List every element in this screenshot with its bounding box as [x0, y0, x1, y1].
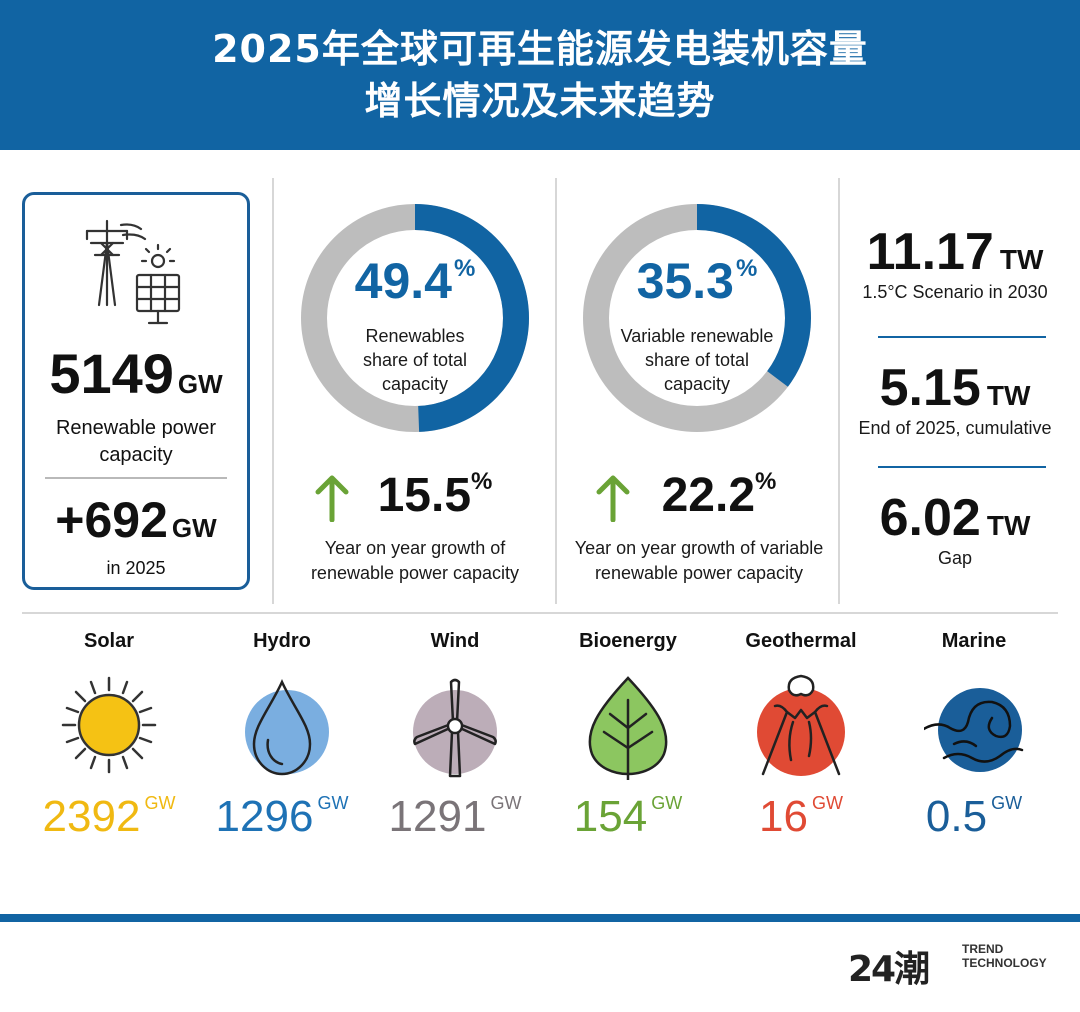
cumulative-label: End of 2025, cumulative [858, 418, 1052, 438]
renewables-growth: 15.5% Year on year growth of renewable p… [280, 466, 550, 596]
wind-turbine-icon [413, 678, 497, 778]
cumulative-unit: TW [986, 380, 1031, 411]
scenario-label: 1.5°C Scenario in 2030 [862, 282, 1048, 302]
divider-3 [838, 178, 840, 604]
source-wind: Wind 1291 GW [370, 630, 540, 841]
renewables-share-label-3: capacity [381, 374, 449, 394]
sun-icon [61, 676, 157, 774]
total-capacity-unit: GW [177, 369, 223, 399]
renewables-growth-label-2: renewable power capacity [310, 563, 520, 583]
footer-bar [0, 914, 1080, 922]
variable-growth-value: 22.2 [661, 469, 756, 522]
trend-scenario: 11.17 TW 1.5°C Scenario in 2030 [845, 222, 1065, 303]
total-capacity-label-1: Renewable power [55, 417, 217, 439]
donut-value-arc [301, 204, 529, 432]
divider-2 [555, 178, 557, 604]
gap-label: Gap [937, 548, 973, 568]
gap-value: 6.02 [879, 489, 981, 547]
added-capacity-value: +692 [55, 492, 168, 548]
total-capacity-label-2: capacity [99, 444, 173, 466]
gap-unit: TW [986, 510, 1031, 541]
water-drop-icon [245, 679, 329, 776]
variable-share-symbol: % [735, 255, 758, 282]
source-value: 1296 [215, 792, 314, 841]
source-unit: GW [991, 793, 1023, 813]
source-name: Geothermal [745, 630, 857, 652]
arrow-up-icon [315, 475, 349, 522]
source-unit: GW [811, 793, 843, 813]
source-name: Bioenergy [579, 630, 677, 652]
renewables-share-donut: 49.4% Renewables share of total capacity [300, 192, 530, 444]
cumulative-value: 5.15 [879, 359, 981, 417]
renewables-share-label-1: Renewables [365, 326, 465, 346]
variable-share-label-3: capacity [663, 374, 731, 394]
power-tower-and-solar-panel-icon [85, 219, 181, 325]
title-line-1: 2025年全球可再生能源发电装机容量 [212, 27, 868, 71]
title-line-2: 增长情况及未来趋势 [364, 79, 716, 123]
source-unit: GW [144, 793, 176, 813]
source-name: Wind [430, 630, 480, 652]
added-capacity-label: in 2025 [106, 558, 166, 578]
variable-growth: 22.2% Year on year growth of variable re… [563, 466, 835, 596]
logo-mark: 24潮 [848, 949, 930, 990]
variable-growth-label-2: renewable power capacity [594, 563, 804, 583]
total-capacity-value: 5149 [49, 342, 174, 405]
arrow-up-icon [596, 475, 630, 522]
scenario-value: 11.17 [866, 223, 994, 281]
trend-divider-1 [878, 336, 1046, 338]
source-value: 0.5 [925, 792, 988, 841]
source-value: 1291 [388, 792, 487, 841]
logo-text-2: TECHNOLOGY [962, 956, 1047, 970]
renewables-growth-value: 15.5 [377, 469, 472, 522]
source-value: 16 [759, 792, 808, 841]
source-unit: GW [651, 793, 683, 813]
source-name: Marine [941, 630, 1007, 652]
logo-text-1: TREND [962, 942, 1004, 956]
card-divider [45, 477, 227, 479]
capacity-card: 5149 GW Renewable power capacity +692 GW i… [22, 192, 250, 590]
source-hydro: Hydro 1296 GW [197, 630, 367, 841]
source-name: Hydro [253, 630, 311, 652]
trend-cumulative: 5.15 TW End of 2025, cumulative [845, 358, 1065, 439]
trend-gap: 6.02 TW Gap [845, 488, 1065, 569]
source-unit: GW [490, 793, 522, 813]
renewables-growth-symbol: % [471, 468, 493, 495]
variable-growth-label-1: Year on year growth of variable [574, 538, 824, 558]
trend-divider-2 [878, 466, 1046, 468]
source-unit: GW [317, 793, 349, 813]
header-banner: 2025年全球可再生能源发电装机容量 增长情况及未来趋势 [0, 0, 1080, 150]
volcano-icon [757, 674, 845, 776]
divider-1 [272, 178, 274, 604]
added-capacity-unit: GW [171, 513, 217, 543]
source-solar: Solar 2392 GW [24, 630, 194, 841]
source-bioenergy: Bioenergy 154 GW [543, 630, 713, 841]
renewables-share-value: 49.4 [354, 253, 452, 309]
source-value: 2392 [42, 792, 141, 841]
source-name: Solar [83, 630, 135, 652]
variable-share-label-2: share of total [644, 350, 750, 370]
source-value: 154 [573, 792, 648, 841]
renewables-growth-label-1: Year on year growth of [324, 538, 506, 558]
scenario-unit: TW [999, 244, 1044, 275]
variable-share-label-1: Variable renewable [620, 326, 774, 346]
source-marine: Marine 0.5 GW [889, 630, 1059, 841]
variable-share-donut: 35.3% Variable renewable share of total … [582, 192, 812, 444]
variable-growth-symbol: % [755, 468, 777, 495]
brand-logo: 24潮 TREND TECHNOLOGY [848, 936, 1058, 990]
wave-icon [924, 688, 1024, 772]
renewables-share-symbol: % [453, 255, 476, 282]
source-geothermal: Geothermal 16 GW [716, 630, 886, 841]
leaf-icon [588, 676, 668, 780]
donut-value-arc [583, 204, 811, 432]
section-divider [22, 612, 1058, 614]
renewables-share-label-2: share of total [362, 350, 468, 370]
variable-share-value: 35.3 [636, 253, 734, 309]
